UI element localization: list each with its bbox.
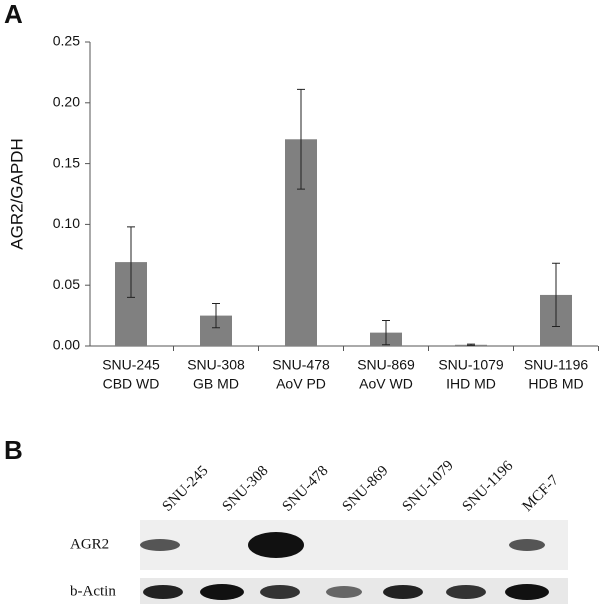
x-tick-label: GB MD xyxy=(193,376,239,392)
x-tick-label: SNU-869 xyxy=(357,357,415,373)
error-bar xyxy=(297,88,305,190)
y-axis-label: AGR2/GAPDH xyxy=(7,138,26,249)
band xyxy=(509,539,545,551)
y-tick-label: 0.00 xyxy=(53,337,80,353)
band xyxy=(326,586,362,598)
x-tick-label: SNU-245 xyxy=(102,357,160,373)
lane-label: SNU-1196 xyxy=(460,458,517,515)
band xyxy=(140,539,180,551)
error-bar xyxy=(552,262,560,328)
row-label: AGR2 xyxy=(70,536,109,552)
band xyxy=(248,532,304,558)
x-tick-label: SNU-478 xyxy=(272,357,330,373)
x-tick-label: SNU-308 xyxy=(187,357,245,373)
error-bar xyxy=(382,319,390,346)
x-tick-label: IHD MD xyxy=(446,376,496,392)
x-tick-label: CBD WD xyxy=(103,376,160,392)
error-bar xyxy=(127,226,135,298)
lane-label: SNU-245 xyxy=(160,463,212,515)
row-label: b-Actin xyxy=(70,583,116,599)
band xyxy=(383,585,423,599)
y-tick-label: 0.10 xyxy=(53,215,80,231)
lane-label: MCF-7 xyxy=(520,472,563,515)
x-tick-label: AoV PD xyxy=(276,376,326,392)
band xyxy=(200,584,244,600)
y-tick-label: 0.05 xyxy=(53,276,80,292)
lane-label: SNU-478 xyxy=(280,463,332,515)
band xyxy=(260,585,300,599)
lane-label: SNU-308 xyxy=(220,463,272,515)
lane-label: SNU-869 xyxy=(340,463,392,515)
x-tick-label: SNU-1196 xyxy=(524,357,589,373)
blot xyxy=(140,520,568,604)
band xyxy=(143,585,183,599)
lane-label: SNU-1079 xyxy=(400,458,457,515)
blot-strip xyxy=(140,520,568,570)
error-bar xyxy=(467,343,475,346)
x-tick-label: AoV WD xyxy=(359,376,413,392)
error-bar xyxy=(212,302,220,329)
y-tick-label: 0.20 xyxy=(53,94,80,110)
y-tick-label: 0.15 xyxy=(53,154,80,170)
y-tick-label: 0.25 xyxy=(53,33,80,49)
band xyxy=(446,585,486,599)
panel-label: B xyxy=(4,435,23,465)
x-tick-label: HDB MD xyxy=(528,376,583,392)
panel-label: A xyxy=(4,0,23,29)
band xyxy=(505,584,549,600)
x-tick-label: SNU-1079 xyxy=(438,357,504,373)
